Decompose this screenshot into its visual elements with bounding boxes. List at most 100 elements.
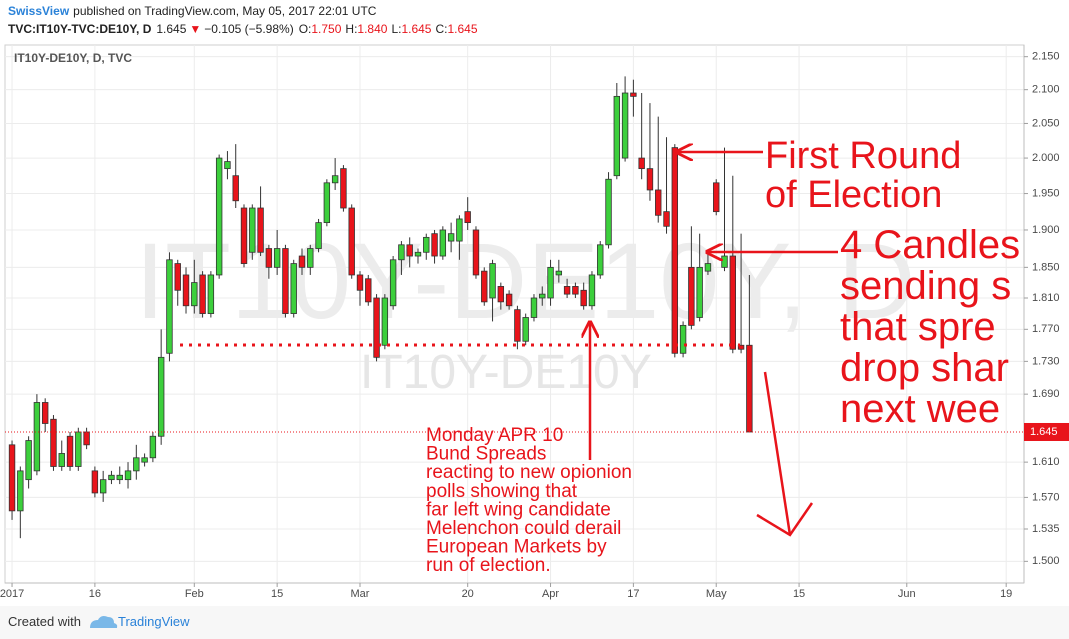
candle-body [713,182,720,213]
y-tick-label: 1.810 [1032,292,1060,304]
footer-brand[interactable]: TradingView [118,614,190,629]
x-tick-label: Mar [351,588,370,600]
candle-body [472,229,480,276]
change-arrow: ▼ [189,22,201,36]
ohlc-label: L: [391,22,401,36]
annotation: sending s [840,264,1011,308]
candle-body [414,251,422,257]
candle-body [174,263,181,291]
y-tick-label: 1.610 [1032,456,1060,468]
candle-body [207,274,215,314]
annotation: European Markets by [426,537,607,558]
footer-text: Created with [8,614,81,629]
candle-body [597,244,604,276]
candle-body [108,474,115,481]
candle-body [522,317,529,342]
y-tick-label: 1.950 [1032,187,1060,199]
candle-body [605,178,612,246]
candle-body [613,95,621,177]
candle-body [572,286,579,295]
y-tick-label: 1.850 [1032,261,1060,273]
x-tick-label: 15 [793,588,805,600]
candle-body [8,444,16,512]
x-tick-label: 2017 [0,588,24,600]
candle-body [257,207,264,253]
annotation: polls showing that [426,481,578,502]
candle-body [265,248,273,268]
x-tick-label: 20 [462,588,474,600]
candle-body [323,182,331,224]
candle-body [215,157,223,276]
annotation: drop shar [840,346,1009,390]
candle-body [315,222,322,249]
candle-body [50,418,57,467]
candle-body [671,147,679,354]
candle-body [381,297,389,346]
author: SwissView [8,4,70,18]
candle-body [456,218,463,242]
candle-body [688,266,695,326]
y-tick-label: 1.730 [1032,355,1060,367]
y-tick-label: 1.535 [1032,523,1060,535]
candle-body [249,207,256,253]
candle-body [505,293,513,307]
ohlc-label: C: [435,22,447,36]
candle-body [489,263,496,299]
candle-body [307,248,314,268]
annotation: Melenchon could derail [426,518,621,539]
candle-body [240,207,248,264]
candle-body [588,274,596,307]
candle-body [621,92,629,159]
x-tick-label: May [706,588,727,600]
candle-body [340,168,347,209]
x-tick-label: Jun [898,588,916,600]
candle-body [41,402,49,424]
y-tick-label: 1.770 [1032,323,1060,335]
y-tick-label: 2.000 [1032,152,1060,164]
x-tick-label: 16 [89,588,101,600]
candle-body [149,435,157,459]
candle-body [497,286,505,303]
candle-body [282,248,289,314]
candle-body [66,435,74,467]
candle-body [679,324,687,354]
candle-body [348,207,355,276]
annotation: Bund Spreads [426,444,546,465]
candle-body [232,175,239,202]
candle-body [630,92,637,97]
last-price-label: 1.645 [1030,426,1058,438]
candle-body [439,229,447,257]
candle-body [530,297,538,318]
candle-body [191,282,198,307]
ohlc-value: 1.840 [357,22,387,36]
candle-body [331,175,339,184]
last-price-box [1024,422,1069,441]
candle-body [423,236,430,253]
candle-body [721,255,728,268]
candle-body [398,244,405,261]
pane-label: IT10Y-DE10Y, D, TVC [14,51,132,65]
candle-body [563,286,571,295]
candle-body [431,233,438,257]
arrow-head [756,502,814,537]
annotation: run of election. [426,555,551,576]
annotation: that spre [840,305,996,349]
ohlc-label: H: [345,22,357,36]
candle-body [580,289,587,307]
candle-body [17,470,24,512]
candle-body [406,244,413,257]
candle-body [373,297,380,358]
change: −0.105 (−5.98%) [204,22,293,36]
candle-body [124,470,132,481]
ohlc-value: 1.645 [401,22,431,36]
candle-body [638,157,645,170]
candle-body [696,266,703,318]
ohlc-value: 1.645 [447,22,477,36]
candle-body [199,274,206,314]
y-tick-label: 2.150 [1032,51,1060,63]
x-tick-label: 19 [1000,588,1012,600]
x-tick-label: Apr [542,588,559,600]
candle-body [464,211,471,224]
candle-body [356,274,364,291]
